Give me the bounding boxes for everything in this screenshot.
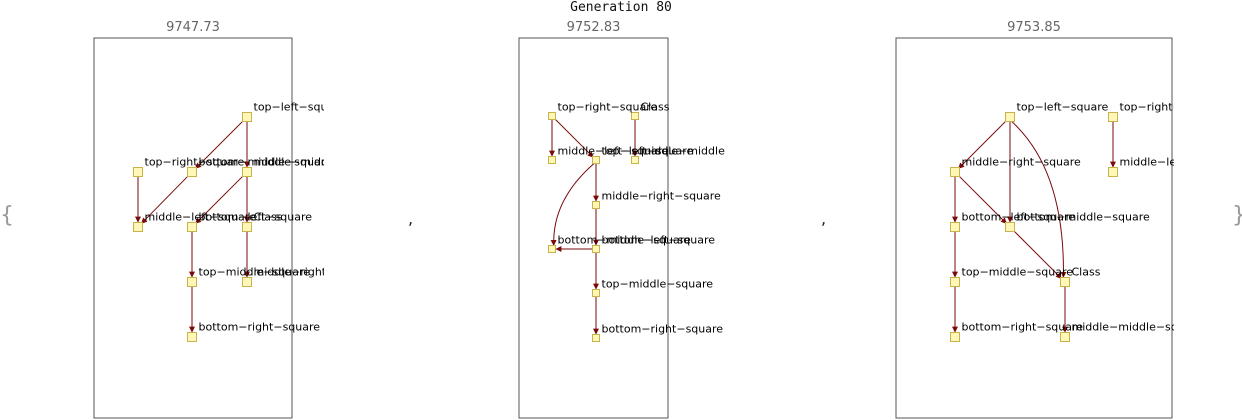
graph-node: [592, 156, 600, 164]
separator-comma-1: ,: [408, 209, 414, 228]
graph-node: [950, 222, 960, 232]
graph-node: [1060, 332, 1070, 342]
node-label: bottom−right−square: [602, 323, 724, 336]
graph-node: [1108, 167, 1118, 177]
graph-node: [242, 222, 252, 232]
graph-node: [631, 156, 639, 164]
node-label: middle−left−square: [1120, 156, 1232, 169]
graph-node: [187, 167, 197, 177]
node-label: middle−right−square: [962, 156, 1082, 169]
panel-frame: [93, 37, 293, 419]
node-label: middle−middle−square: [254, 156, 385, 169]
edge-b1-b4: [554, 118, 594, 158]
graph-node: [950, 167, 960, 177]
graph-node: [242, 277, 252, 287]
graph-node: [592, 334, 600, 342]
graph-node: [187, 222, 197, 232]
node-label: top−right−square: [145, 156, 245, 169]
node-label: top−left−square: [602, 145, 694, 158]
graph-node: [242, 112, 252, 122]
node-label: top−left−square: [1017, 101, 1109, 114]
graph-panel-2: top−right−squareClassmiddle−left−squaret…: [518, 37, 772, 419]
graph-node: [548, 245, 556, 253]
panel-frame: [518, 37, 669, 419]
panel-2-score: 9752.83: [566, 20, 621, 35]
graph-node: [1108, 112, 1118, 122]
panel-1-score: 9747.73: [166, 20, 220, 35]
graph-node: [950, 332, 960, 342]
graph-node: [631, 112, 639, 120]
node-label: bottom−middle−square: [558, 234, 691, 247]
node-label: middle−middle−square: [1072, 321, 1203, 334]
graph-panel-1: top−left−square top−right−squarebottom−mi…: [93, 37, 385, 419]
graph-panel-3: top−left−square top−right−square middle−ri…: [895, 37, 1232, 419]
node-label: top−middle−square: [199, 266, 311, 279]
graph-node: [187, 332, 197, 342]
node-label: top−middle−square: [962, 266, 1074, 279]
node-label: top−middle−square: [602, 278, 714, 291]
node-label: bottom−right−square: [199, 321, 321, 334]
node-label: Class: [254, 211, 283, 224]
separator-comma-2: ,: [821, 209, 827, 228]
graph-node: [1005, 222, 1015, 232]
node-label: top−left−square: [254, 101, 346, 114]
node-label: middle−middle−square: [641, 145, 772, 158]
node-label: bottom−left−square: [962, 211, 1076, 224]
graph-node: [592, 289, 600, 297]
node-label: top−right−square: [558, 101, 658, 114]
node-label: Class: [1072, 266, 1101, 279]
close-brace: }: [1232, 203, 1242, 228]
panel-3-score: 9753.85: [1007, 20, 1061, 35]
edge-c3-c6: [957, 174, 1007, 224]
edge-c1-c8: [1011, 120, 1067, 278]
edge-a3-a5: [141, 174, 190, 224]
edge-a4-a6: [195, 174, 245, 224]
node-label: top−right−square: [1120, 101, 1220, 114]
node-label: bottom−middle−square: [199, 156, 332, 169]
graph-node: [592, 201, 600, 209]
node-label: Class: [641, 101, 670, 114]
generation-title: Generation 80: [570, 0, 672, 15]
graph-node: [133, 167, 143, 177]
node-label: bottom−right−square: [962, 321, 1084, 334]
open-brace: {: [0, 203, 14, 228]
node-label: bottom−left−square: [199, 211, 313, 224]
graph-node: [1060, 277, 1070, 287]
node-label: middle−right−square: [254, 266, 374, 279]
node-label: middle−right−square: [602, 190, 722, 203]
graph-node: [187, 277, 197, 287]
edge-a1-a3: [195, 119, 245, 169]
graph-node: [242, 167, 252, 177]
panel-frame: [895, 37, 1173, 419]
graph-node: [592, 245, 600, 253]
graph-node: [1005, 112, 1015, 122]
graph-node: [548, 156, 556, 164]
edge-b4-b7: [550, 162, 595, 247]
node-label: bottom−middle−square: [1017, 211, 1150, 224]
edge-c6-c8: [1012, 229, 1062, 279]
graph-node: [950, 277, 960, 287]
node-label: middle−left−square: [145, 211, 257, 224]
node-label: middle−left−square: [558, 145, 670, 158]
edge-c1-c3: [958, 119, 1008, 169]
node-label: bottom−left−square: [602, 234, 716, 247]
graph-node: [133, 222, 143, 232]
graph-node: [548, 112, 556, 120]
